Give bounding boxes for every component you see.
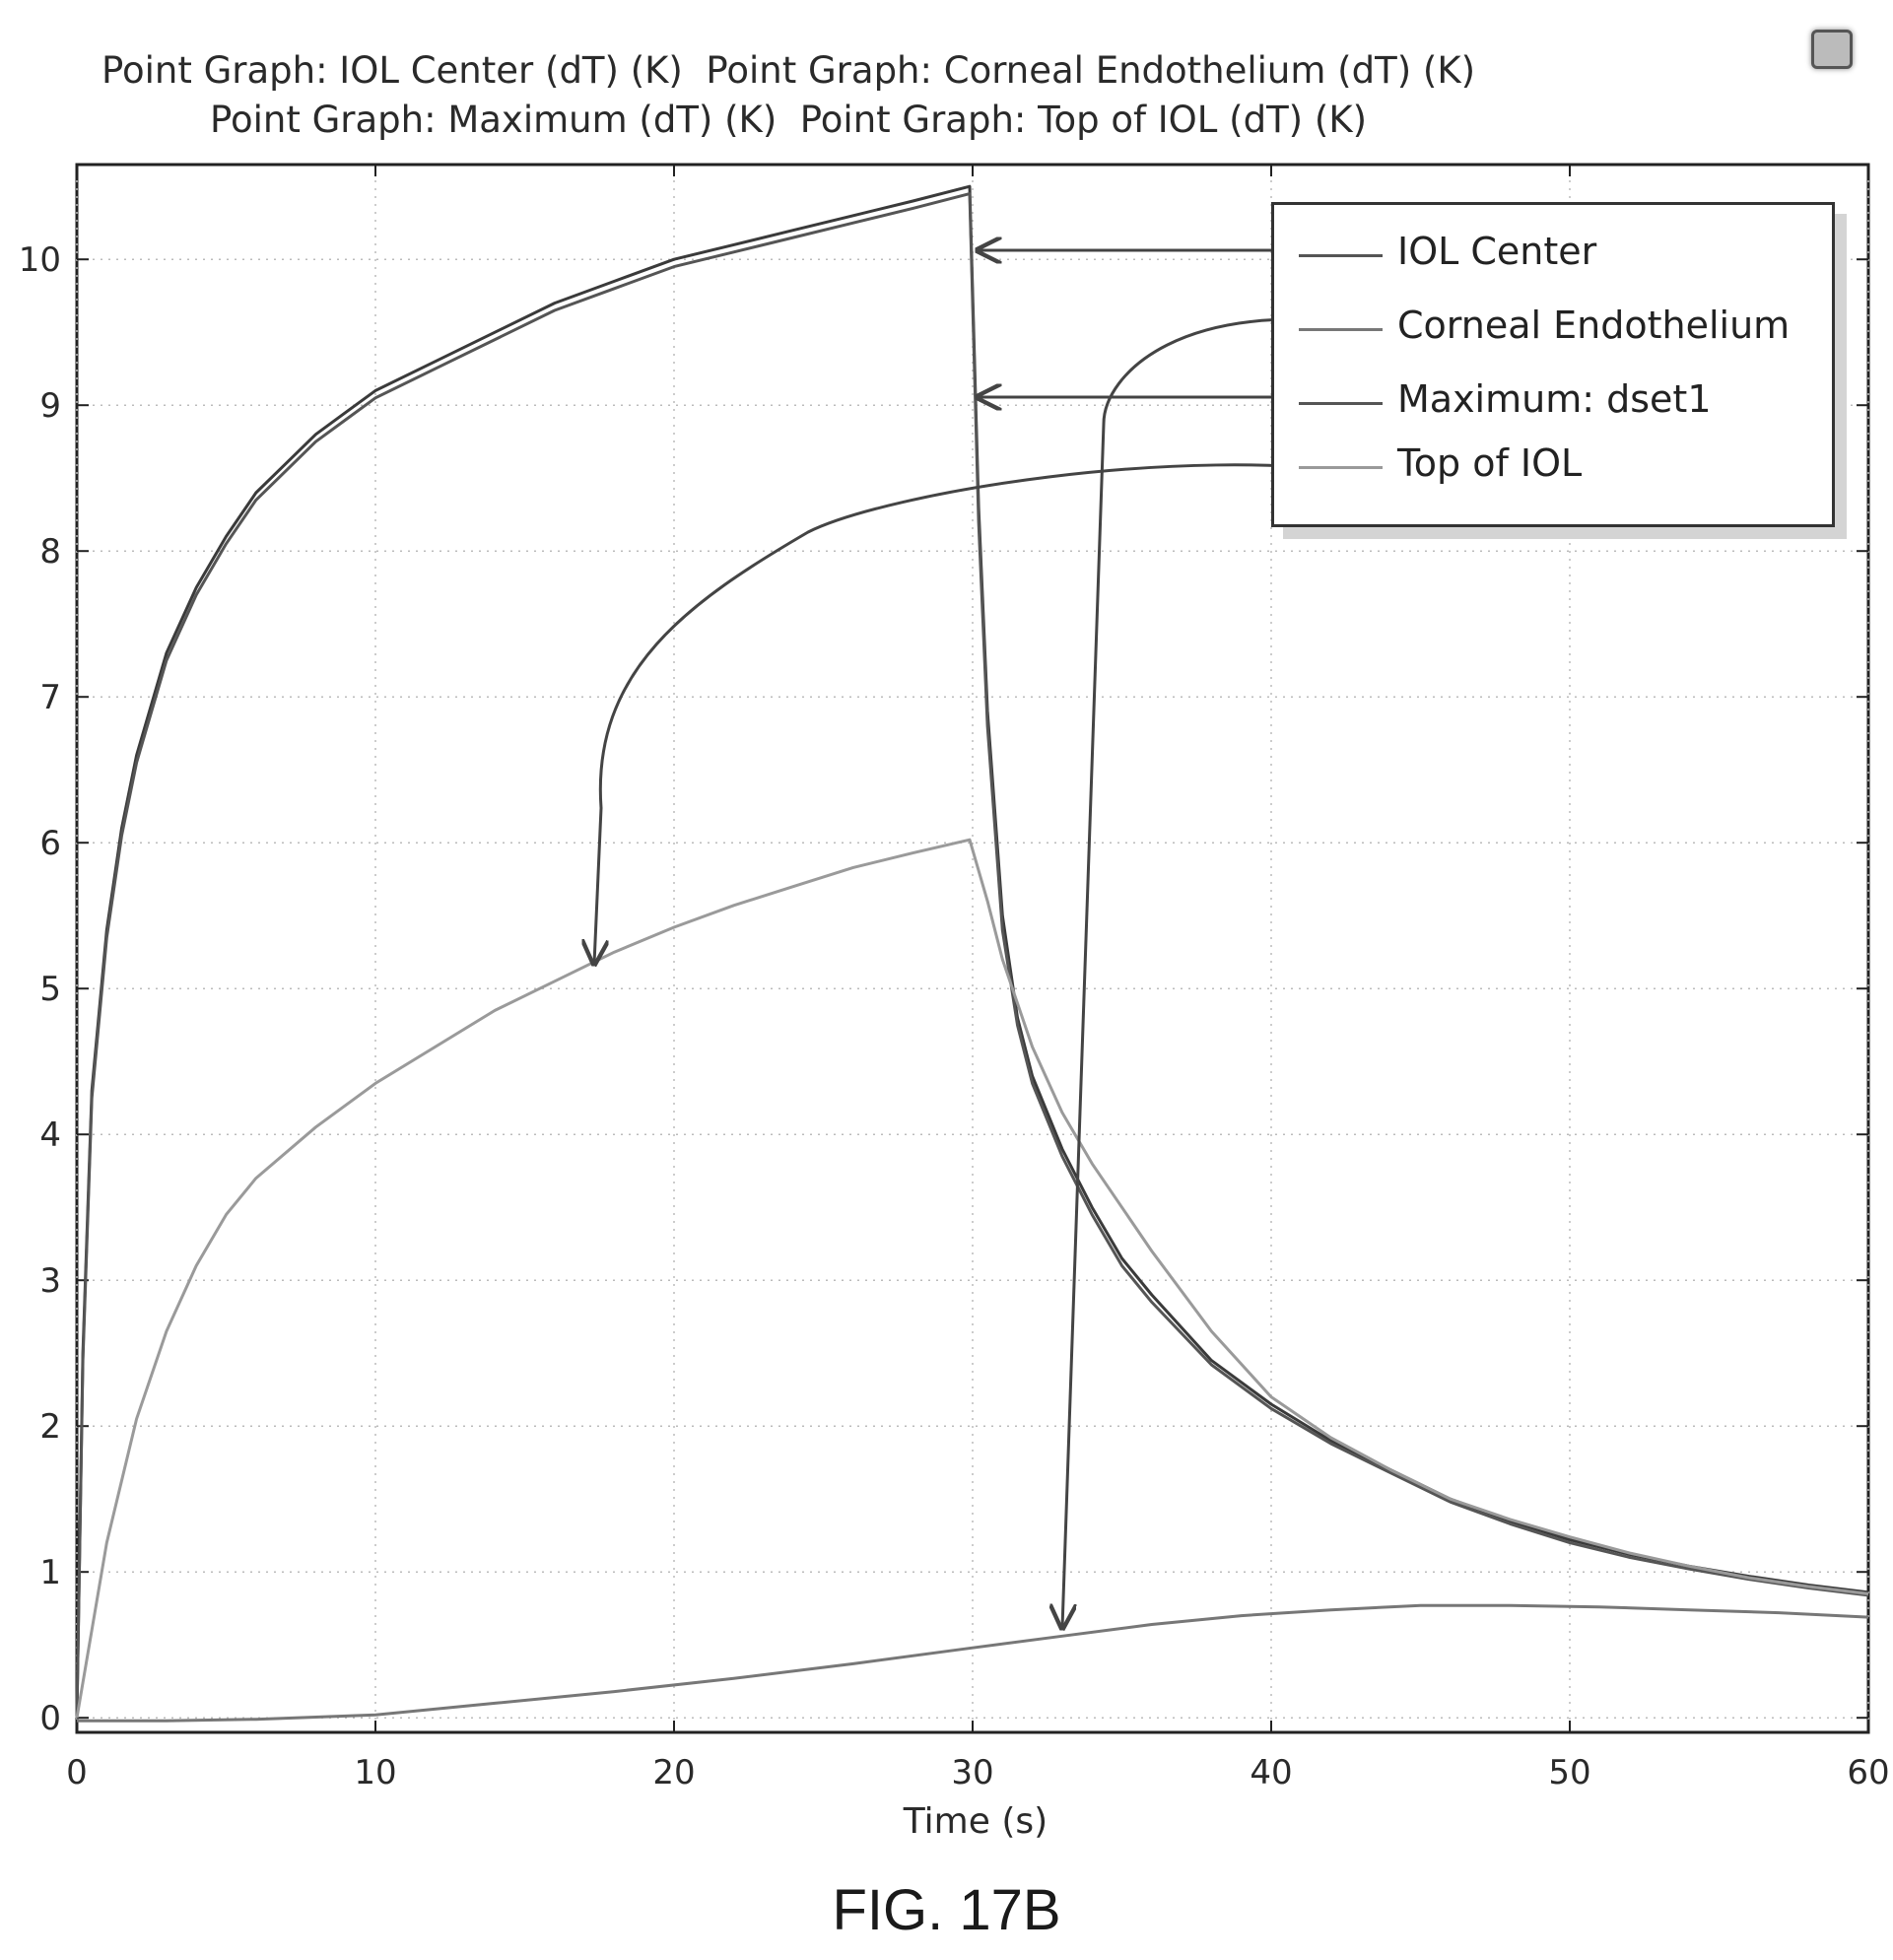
y-tick-label: 9 [39, 386, 61, 426]
x-tick-label: 20 [652, 1753, 695, 1792]
x-tick-label: 10 [354, 1753, 396, 1792]
legend-swatch-corneal-endothelium [1299, 328, 1383, 331]
y-tick-label: 7 [39, 678, 61, 717]
figure-caption: FIG. 17B [832, 1878, 1061, 1942]
chart-legend: IOL Center Corneal Endothelium Maximum: … [1271, 202, 1835, 527]
x-tick-label: 40 [1250, 1753, 1292, 1792]
y-tick-label: 4 [39, 1115, 61, 1155]
x-axis-label: Time (s) [903, 1801, 1048, 1842]
y-tick-label: 2 [39, 1407, 61, 1447]
y-tick-label: 10 [19, 240, 61, 280]
legend-swatch-iol-center [1299, 254, 1383, 257]
legend-swatch-maximum [1299, 402, 1383, 405]
y-tick-label: 1 [39, 1553, 61, 1592]
x-tick-label: 50 [1548, 1753, 1590, 1792]
legend-label-corneal-endothelium: Corneal Endothelium [1397, 304, 1791, 347]
series-line-corneal-endothelium [77, 1603, 1869, 1723]
chart-title-line-2: Point Graph: Maximum (dT) (K) Point Grap… [209, 99, 1368, 141]
x-tick-label: 60 [1847, 1753, 1889, 1792]
y-tick-label: 3 [39, 1261, 61, 1301]
annotation-arrow-top-of-iol [594, 463, 1376, 964]
legend-label-maximum: Maximum: dset1 [1397, 377, 1712, 421]
y-tick-label: 6 [39, 824, 61, 863]
y-tick-label: 8 [39, 532, 61, 572]
x-tick-label: 0 [66, 1753, 88, 1792]
legend-swatch-top-of-iol [1299, 466, 1383, 469]
x-tick-label: 30 [951, 1753, 993, 1792]
y-tick-label: 5 [39, 970, 61, 1009]
y-tick-label: 0 [39, 1699, 61, 1738]
series-line-top-of-iol [75, 838, 1869, 1719]
legend-label-top-of-iol: Top of IOL [1397, 441, 1583, 485]
camera-icon[interactable] [1811, 30, 1853, 69]
series-line-maximum-dset1 [75, 192, 1869, 1719]
chart-title-line-1: Point Graph: IOL Center (dT) (K) Point G… [101, 49, 1476, 92]
legend-label-iol-center: IOL Center [1397, 230, 1597, 273]
